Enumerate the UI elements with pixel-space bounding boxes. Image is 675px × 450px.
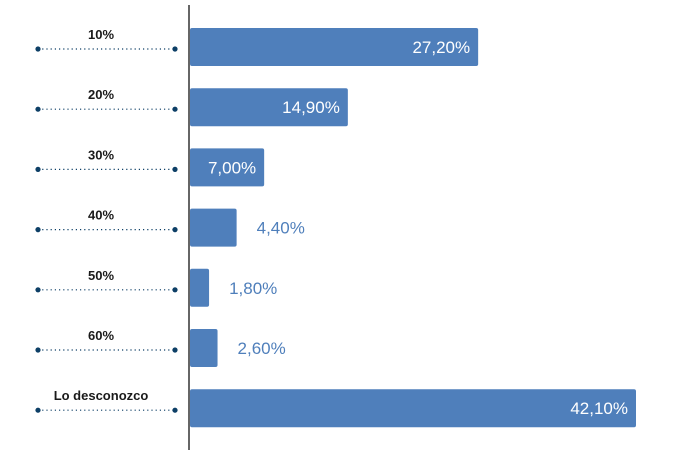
bar <box>190 268 210 307</box>
leader-dot <box>35 287 41 293</box>
bar <box>190 329 218 367</box>
data-label: 7,00% <box>208 158 256 177</box>
category-label: Lo desconozco <box>54 388 149 403</box>
data-label: 4,40% <box>257 219 305 238</box>
leader-dot <box>172 347 178 353</box>
leader-dot <box>172 106 178 112</box>
bar <box>190 28 479 66</box>
category-label: 30% <box>88 147 114 162</box>
data-label: 27,20% <box>412 38 470 57</box>
leader-dot <box>35 407 41 413</box>
leader-dot <box>35 227 41 233</box>
leader-dot <box>35 347 41 353</box>
category-label: 60% <box>88 328 114 343</box>
bar <box>190 148 265 187</box>
leader-dot <box>172 166 178 172</box>
leader-dot <box>172 227 178 233</box>
bar <box>190 208 237 247</box>
leader-dot <box>35 166 41 172</box>
leader-dot <box>35 106 41 112</box>
category-label: 20% <box>88 87 114 102</box>
leader-dot <box>172 46 178 52</box>
bar <box>190 389 636 428</box>
bar <box>190 88 348 127</box>
data-label: 14,90% <box>282 98 340 117</box>
data-label: 2,60% <box>238 339 286 358</box>
data-label: 1,80% <box>229 279 277 298</box>
category-label: 10% <box>88 27 114 42</box>
leader-dot <box>172 407 178 413</box>
data-label: 42,10% <box>570 399 628 418</box>
leader-dot <box>35 46 41 52</box>
leader-dot <box>172 287 178 293</box>
category-label: 50% <box>88 268 114 283</box>
category-label: 40% <box>88 208 114 223</box>
